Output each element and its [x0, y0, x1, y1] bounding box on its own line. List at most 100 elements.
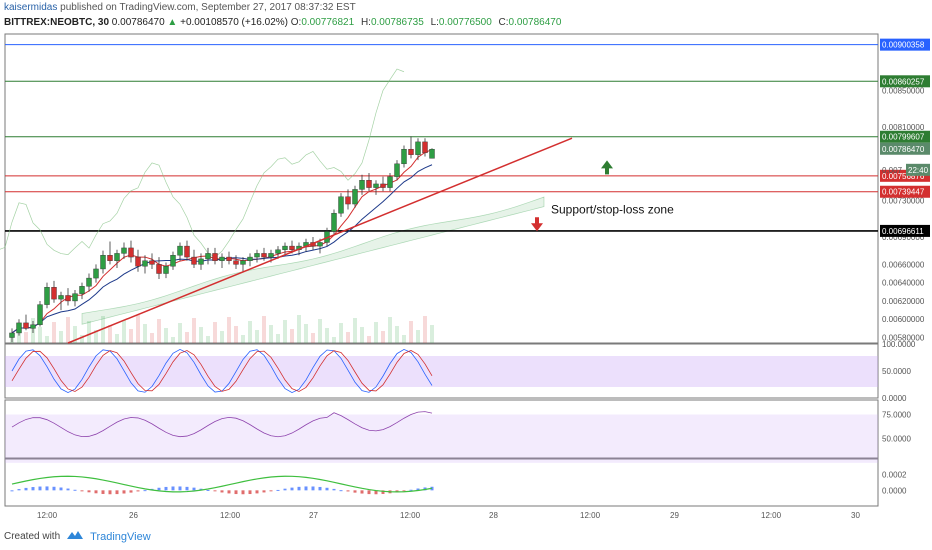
ichimoku-cloud [81, 196, 545, 325]
time-tick-label: 28 [489, 511, 498, 520]
momentum-tick-label: 0.0002 [882, 471, 907, 480]
volume-bar [367, 336, 371, 343]
momentum-bar [290, 487, 294, 491]
stoch-d-line [11, 350, 433, 392]
open-value: 0.00776821 [301, 17, 355, 28]
momentum-bar [283, 488, 287, 491]
level-tag [880, 130, 930, 143]
candle-body [219, 256, 225, 261]
momentum-bar [52, 486, 56, 491]
candle-body [114, 253, 120, 261]
indicator-pane-frame-2 [4, 458, 879, 507]
support-trendline [67, 137, 573, 344]
momentum-bar [17, 489, 21, 491]
stoch-tick-label: 0.0000 [882, 394, 907, 403]
close-label: C: [498, 17, 509, 28]
candle-body [240, 260, 246, 265]
volume-bar [262, 316, 266, 343]
candle-body [345, 196, 351, 205]
candle-body [233, 260, 239, 265]
volume-bar [171, 337, 175, 343]
volume-bar [199, 327, 203, 343]
volume-bar [374, 322, 378, 343]
momentum-bar [276, 489, 280, 491]
candle-body [359, 180, 365, 190]
publish-info: published on TradingView.com, September … [60, 2, 356, 13]
momentum-bar [332, 488, 336, 491]
momentum-bar [213, 490, 217, 492]
momentum-bar [402, 490, 406, 492]
last-price: 0.00786470 [111, 17, 165, 28]
level-tag-label: 0.00799607 [882, 133, 925, 142]
volume-bar [206, 336, 210, 343]
volume-bar [430, 325, 434, 343]
level-tag-label: 0.00860257 [882, 77, 925, 86]
price-tick-label: 0.00600000 [882, 315, 925, 324]
author-link[interactable]: kaisermidas [4, 2, 58, 13]
momentum-bar [297, 486, 301, 491]
momentum-bar [136, 490, 140, 492]
candle-body [352, 189, 358, 205]
price-tick-label: 0.00620000 [882, 297, 925, 306]
candle-body [79, 286, 85, 294]
volume-bar [276, 334, 280, 343]
volume-bar [353, 318, 357, 343]
candle-body [170, 255, 176, 267]
candle-body [51, 287, 57, 300]
momentum-bar [143, 490, 147, 492]
price-tick-label: 0.00850000 [882, 87, 925, 96]
momentum-bar [325, 487, 329, 491]
volume-bar [185, 332, 189, 343]
candle-body [380, 183, 386, 188]
stoch-tick-label: 50.0000 [882, 367, 911, 376]
candle-body [163, 266, 169, 274]
time-tick-label: 12:00 [37, 511, 58, 520]
candle-body [226, 256, 232, 261]
momentum-bar [101, 490, 105, 494]
tradingview-brand[interactable]: TradingView [90, 530, 151, 543]
volume-bar [136, 315, 140, 343]
candle-body [58, 295, 64, 300]
momentum-bar [10, 490, 14, 492]
candle-body [37, 304, 43, 325]
rsi-line [11, 411, 433, 438]
momentum-bar [353, 490, 357, 493]
lagging-span-line [0, 68, 405, 258]
volume-bar [346, 332, 350, 343]
volume-bar [248, 321, 252, 343]
volume-bar [416, 330, 420, 343]
candle-body [261, 253, 267, 258]
level-tag-label: 0.00756876 [882, 172, 925, 181]
volume-bar [255, 330, 259, 343]
volume-bar [164, 328, 168, 343]
volume-bar [157, 319, 161, 343]
volume-bar [80, 335, 84, 343]
candle-body [16, 322, 22, 334]
close-value: 0.00786470 [508, 17, 562, 28]
volume-bar [297, 315, 301, 343]
volume-bar [234, 326, 238, 343]
candle-body [191, 256, 197, 265]
high-value: 0.00786735 [370, 17, 424, 28]
arrow-up-icon [601, 160, 613, 175]
volume-bar [73, 326, 77, 343]
momentum-bar [73, 489, 77, 491]
momentum-bar [115, 490, 119, 495]
high-label: H: [360, 17, 371, 28]
momentum-bar [24, 487, 28, 491]
momentum-bar [66, 488, 70, 491]
candle-body [268, 253, 274, 258]
candle-body [100, 255, 106, 270]
price-tick-label: 0.00690000 [882, 233, 925, 242]
volume-bar [24, 332, 28, 343]
volume-bar [311, 333, 315, 343]
price-tick-label: 0.00580000 [882, 334, 925, 343]
volume-bar [304, 324, 308, 343]
candle-body [128, 247, 134, 258]
countdown-tag [906, 163, 930, 176]
volume-bar [241, 335, 245, 343]
momentum-bar [262, 490, 266, 493]
volume-bar [381, 331, 385, 343]
volume-bar [227, 317, 231, 343]
